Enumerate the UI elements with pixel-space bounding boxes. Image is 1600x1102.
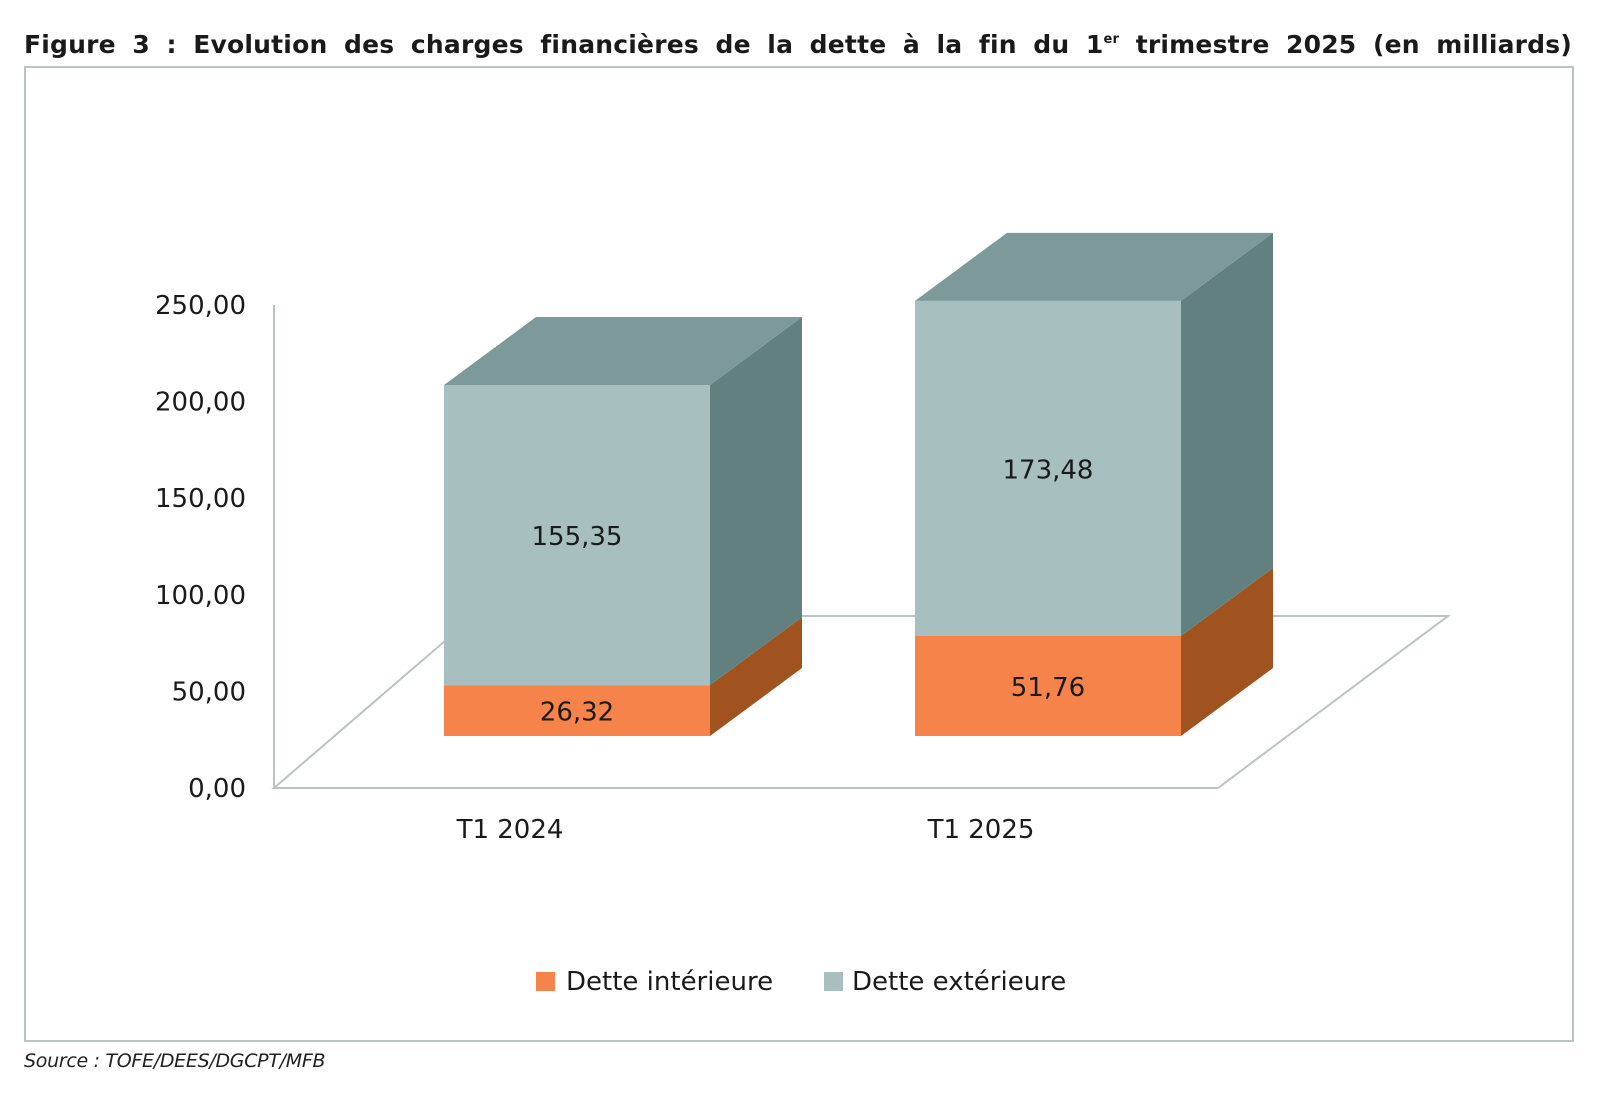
bar-side-dette-exterieure bbox=[710, 317, 802, 686]
y-tick-label: 150,00 bbox=[155, 484, 246, 514]
data-label-dette-interieure: 26,32 bbox=[540, 698, 614, 728]
chart-frame bbox=[24, 66, 1574, 1042]
x-tick-label: T1 2025 bbox=[927, 815, 1035, 845]
source-note: Source : TOFE/DEES/DGCPT/MFB bbox=[24, 1050, 326, 1072]
legend-label-dette-interieure: Dette intérieure bbox=[566, 967, 773, 997]
y-tick-label: 100,00 bbox=[155, 581, 246, 611]
bar-side-dette-interieure bbox=[710, 617, 802, 736]
legend-swatch-dette-interieure bbox=[536, 972, 555, 991]
bar-top bbox=[915, 232, 1273, 301]
bar-dette-interieure bbox=[444, 685, 710, 736]
legend-label-dette-exterieure: Dette extérieure bbox=[852, 967, 1066, 997]
bar-dette-interieure bbox=[915, 635, 1181, 736]
y-tick-label: 50,00 bbox=[172, 677, 246, 707]
data-label-dette-exterieure: 173,48 bbox=[1003, 455, 1094, 485]
bar-top bbox=[444, 317, 802, 386]
x-tick-label: T1 2024 bbox=[456, 815, 564, 845]
data-label-dette-interieure: 51,76 bbox=[1011, 673, 1085, 703]
chart-title: Figure 3 : Evolution des charges financi… bbox=[24, 30, 1572, 59]
y-tick-label: 0,00 bbox=[188, 774, 246, 804]
bar-side-dette-exterieure bbox=[1181, 232, 1273, 636]
data-label-dette-exterieure: 155,35 bbox=[532, 522, 623, 552]
bar-side-dette-interieure bbox=[1181, 567, 1273, 736]
bar-dette-exterieure bbox=[444, 385, 710, 686]
y-tick-label: 200,00 bbox=[155, 388, 246, 418]
y-tick-label: 250,00 bbox=[155, 291, 246, 321]
legend-swatch-dette-exterieure bbox=[824, 972, 843, 991]
bar-dette-exterieure bbox=[915, 300, 1181, 636]
